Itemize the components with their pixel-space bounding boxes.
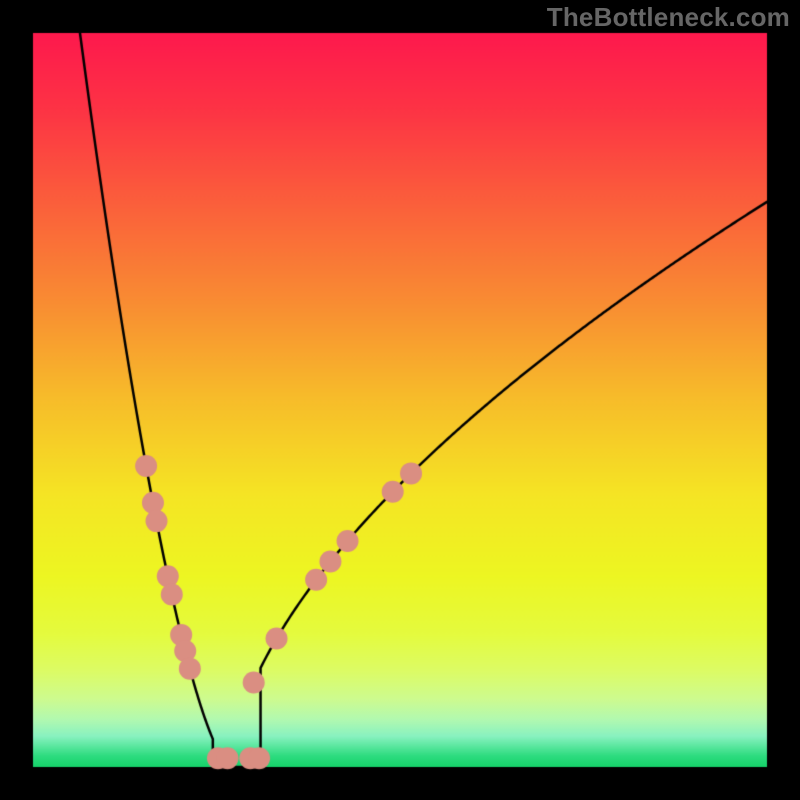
chart-stage: TheBottleneck.com [0,0,800,800]
watermark-label: TheBottleneck.com [547,2,790,33]
bottleneck-chart-canvas [0,0,800,800]
